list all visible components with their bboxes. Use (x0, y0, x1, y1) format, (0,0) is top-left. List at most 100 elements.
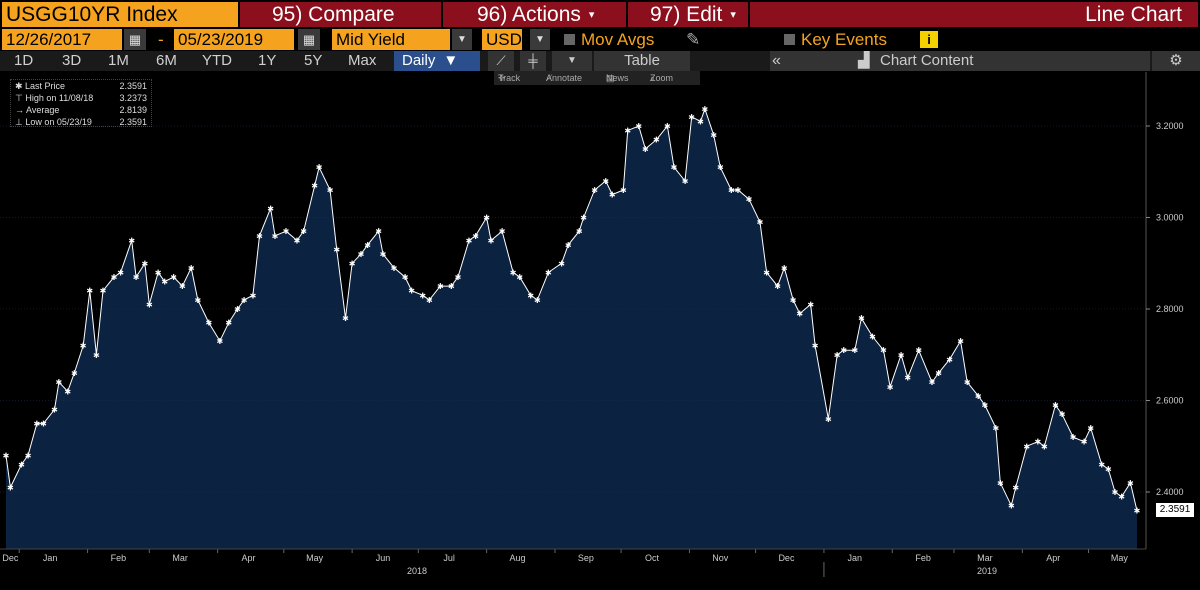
x-tick-label: Apr (242, 553, 256, 563)
x-tick-label: Jul (443, 553, 455, 563)
x-tick-label: Sep (578, 553, 594, 563)
yield-area (6, 108, 1137, 550)
data-point-marker: ✱ (710, 131, 717, 140)
data-point-marker: ✱ (402, 273, 409, 282)
data-point-marker: ✱ (790, 296, 797, 305)
data-point-marker: ✱ (1041, 442, 1048, 451)
data-point-marker: ✱ (763, 268, 770, 277)
pencil-icon[interactable]: ✎ (686, 30, 701, 49)
crosshair-icon: ✛ (498, 73, 506, 83)
data-point-marker: ✱ (472, 232, 479, 241)
period-3d[interactable]: 3D (62, 52, 82, 69)
last-price-tag: 2.3591 (1156, 503, 1194, 517)
data-point-marker: ✱ (1118, 493, 1125, 502)
data-point-marker: ✱ (408, 287, 415, 296)
data-point-marker: ✱ (194, 296, 201, 305)
data-point-marker: ✱ (93, 351, 100, 360)
start-date-field[interactable]: 12/26/2017 (2, 29, 122, 50)
data-point-marker: ✱ (635, 122, 642, 131)
table-button[interactable]: Table (594, 51, 690, 71)
annotate-label: Annotate (546, 73, 583, 83)
data-point-marker: ✱ (188, 264, 195, 273)
x-tick-label: Feb (111, 553, 127, 563)
chevron-down-icon: ▼ (443, 52, 459, 69)
period-max[interactable]: Max (348, 52, 377, 69)
chevron-down-icon[interactable]: ▼ (452, 29, 472, 50)
zoom-icon: ⌕ (650, 73, 656, 83)
data-point-marker: ✱ (217, 337, 224, 346)
period-6m[interactable]: 6M (156, 52, 177, 69)
data-point-marker: ✱ (100, 287, 107, 296)
data-point-marker: ✱ (205, 319, 212, 328)
edit-menu-button[interactable]: 97) Edit ▾ (628, 2, 748, 27)
data-point-marker: ✱ (915, 346, 922, 355)
candlestick-icon[interactable]: ╪ (520, 51, 546, 71)
period-1m[interactable]: 1M (108, 52, 129, 69)
frequency-label: Daily (402, 52, 436, 69)
period-1y[interactable]: 1Y (258, 52, 277, 69)
legend-low-label: Low on 05/23/19 (25, 117, 92, 127)
data-point-marker: ✱ (499, 227, 506, 236)
frequency-select[interactable]: Daily ▼ (394, 51, 480, 71)
data-point-marker: ✱ (342, 314, 349, 323)
yield-line (5, 107, 1138, 511)
data-point-marker: ✱ (851, 346, 858, 355)
data-point-marker: ✱ (746, 195, 753, 204)
data-point-marker: ✱ (840, 346, 847, 355)
edit-label: 97) Edit (650, 3, 723, 26)
data-point-marker: ✱ (250, 291, 257, 300)
data-point-marker: ✱ (580, 214, 587, 223)
data-point-marker: ✱ (80, 342, 87, 351)
compare-button[interactable]: 95) Compare (240, 2, 441, 27)
calendar-icon[interactable]: ▦ (124, 29, 146, 50)
data-point-marker: ✱ (170, 273, 177, 282)
high-icon: ⊤ (15, 93, 26, 103)
actions-menu-button[interactable]: 96) Actions ▾ (443, 2, 626, 27)
key-events-toggle[interactable]: Key Events (784, 29, 887, 50)
data-point-marker: ✱ (1070, 433, 1077, 442)
annotate-icon: ⟋ (546, 73, 553, 83)
calendar-icon[interactable]: ▦ (298, 29, 320, 50)
end-date-field[interactable]: 05/23/2019 (174, 29, 294, 50)
last-price-icon: ✱ (15, 81, 26, 91)
x-tick-label: Dec (778, 553, 795, 563)
data-point-marker: ✱ (620, 186, 627, 195)
data-point-marker: ✱ (1112, 488, 1119, 497)
field-select[interactable]: Mid Yield (332, 29, 450, 50)
data-point-marker: ✱ (483, 214, 490, 223)
gear-icon[interactable]: ⚙ (1152, 51, 1200, 71)
period-ytd[interactable]: YTD (202, 52, 232, 69)
legend-last-price: ✱ Last Price 2.3591 (15, 80, 149, 92)
data-point-marker: ✱ (834, 351, 841, 360)
data-point-marker: ✱ (358, 250, 365, 259)
chevron-down-icon[interactable]: ▼ (552, 51, 592, 71)
data-point-marker: ✱ (333, 246, 340, 255)
chevron-down-icon: ▾ (730, 8, 736, 21)
data-point-marker: ✱ (1052, 401, 1059, 410)
mov-avgs-toggle[interactable]: Mov Avgs (564, 29, 654, 50)
chart-content-button[interactable]: « ▟ Chart Content (770, 51, 1150, 71)
currency-select[interactable]: USD (482, 29, 522, 50)
chevron-down-icon[interactable]: ▼ (530, 29, 550, 50)
data-point-marker: ✱ (887, 383, 894, 392)
data-point-marker: ✱ (117, 268, 124, 277)
x-tick-label: Dec (2, 553, 19, 563)
data-point-marker: ✱ (671, 163, 678, 172)
security-ticker-field[interactable]: USGG10YR Index (2, 2, 238, 27)
y-tick-label: 3.0000 (1156, 213, 1184, 223)
line-chart-icon[interactable]: ⟋ (488, 51, 514, 71)
period-5y[interactable]: 5Y (304, 52, 323, 69)
data-point-marker: ✱ (957, 337, 964, 346)
legend-low: ⊥ Low on 05/23/19 2.3591 (15, 116, 149, 128)
x-tick-label: Feb (915, 553, 931, 563)
data-point-marker: ✱ (774, 282, 781, 291)
data-point-marker: ✱ (161, 278, 168, 287)
data-point-marker: ✱ (904, 374, 911, 383)
info-icon[interactable]: i (920, 31, 938, 48)
collapse-icon[interactable]: « (772, 52, 781, 69)
data-point-marker: ✱ (609, 191, 616, 200)
data-point-marker: ✱ (375, 227, 382, 236)
period-1d[interactable]: 1D (14, 52, 34, 69)
legend-average-label: Average (26, 105, 60, 115)
